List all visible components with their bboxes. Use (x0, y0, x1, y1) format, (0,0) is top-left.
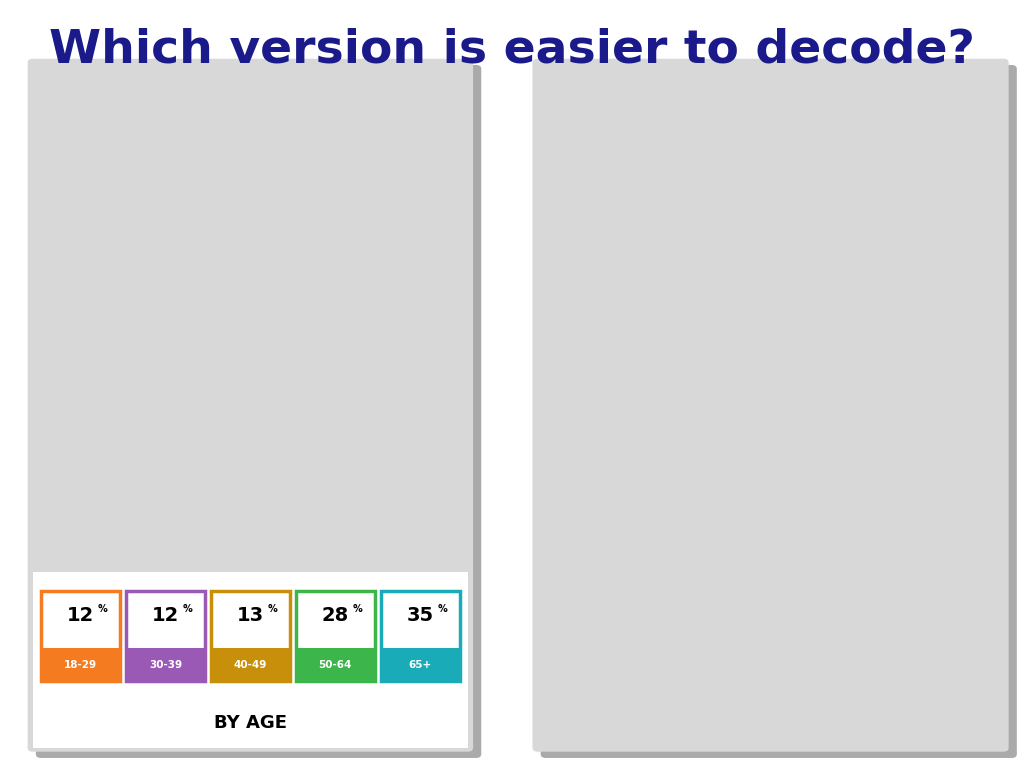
Text: 8,721,984: 8,721,984 (561, 209, 710, 236)
Text: 13%: 13% (761, 496, 800, 514)
Text: %: % (183, 604, 193, 614)
Bar (644, 474, 754, 536)
Text: 30-39: 30-39 (148, 659, 182, 669)
Text: 35: 35 (407, 606, 434, 625)
Text: 28: 28 (322, 606, 349, 625)
Wedge shape (125, 403, 207, 497)
Text: 12%: 12% (752, 305, 792, 323)
Text: %: % (268, 604, 278, 614)
Text: 50-64: 50-64 (585, 592, 637, 609)
Text: 12: 12 (67, 606, 94, 625)
Text: ⛶: ⛶ (970, 114, 977, 128)
Text: FLORIDA: FLORIDA (58, 87, 208, 116)
Text: 8,721,984: 8,721,984 (54, 209, 204, 236)
Text: %: % (438, 604, 447, 614)
Wedge shape (165, 286, 251, 367)
Bar (644, 378, 745, 441)
Text: EARLY VOTE: EARLY VOTE (58, 141, 180, 159)
Text: 30-39: 30-39 (584, 401, 637, 418)
Text: EARLY VOTE: EARLY VOTE (565, 141, 687, 159)
Text: 18-29: 18-29 (584, 305, 637, 323)
Text: 40-49: 40-49 (584, 496, 637, 514)
Text: 13: 13 (237, 606, 264, 625)
Text: FLORIDA: FLORIDA (565, 87, 714, 116)
FancyBboxPatch shape (364, 80, 412, 167)
Text: ⧉: ⧉ (912, 114, 922, 128)
Text: targetsmart: targetsmart (854, 218, 921, 227)
Text: TOTAL: TOTAL (267, 215, 317, 229)
Wedge shape (125, 319, 209, 407)
FancyBboxPatch shape (416, 80, 464, 167)
Text: ⧉: ⧉ (383, 114, 392, 128)
Text: Which version is easier to decode?: Which version is easier to decode? (49, 27, 975, 72)
Text: 65+: 65+ (600, 687, 637, 705)
Text: 65+: 65+ (409, 659, 432, 669)
Bar (644, 569, 881, 632)
Text: 12%: 12% (752, 401, 792, 418)
FancyBboxPatch shape (892, 80, 943, 167)
Text: 50-64: 50-64 (318, 659, 352, 669)
Text: 12: 12 (152, 606, 179, 625)
Text: ⛶: ⛶ (436, 114, 443, 128)
Text: %: % (98, 604, 108, 614)
Text: 18-29: 18-29 (63, 659, 97, 669)
Text: 40-49: 40-49 (233, 659, 267, 669)
Bar (644, 283, 745, 345)
Text: %: % (353, 604, 362, 614)
Bar (644, 665, 939, 727)
Text: targetsmart: targetsmart (329, 218, 395, 227)
Wedge shape (250, 286, 376, 485)
FancyBboxPatch shape (947, 80, 998, 167)
Text: BY AGE: BY AGE (214, 714, 287, 731)
Text: 28%: 28% (887, 592, 927, 609)
Text: 35%: 35% (946, 687, 986, 705)
Text: TOTAL: TOTAL (790, 215, 839, 229)
Wedge shape (159, 446, 351, 536)
